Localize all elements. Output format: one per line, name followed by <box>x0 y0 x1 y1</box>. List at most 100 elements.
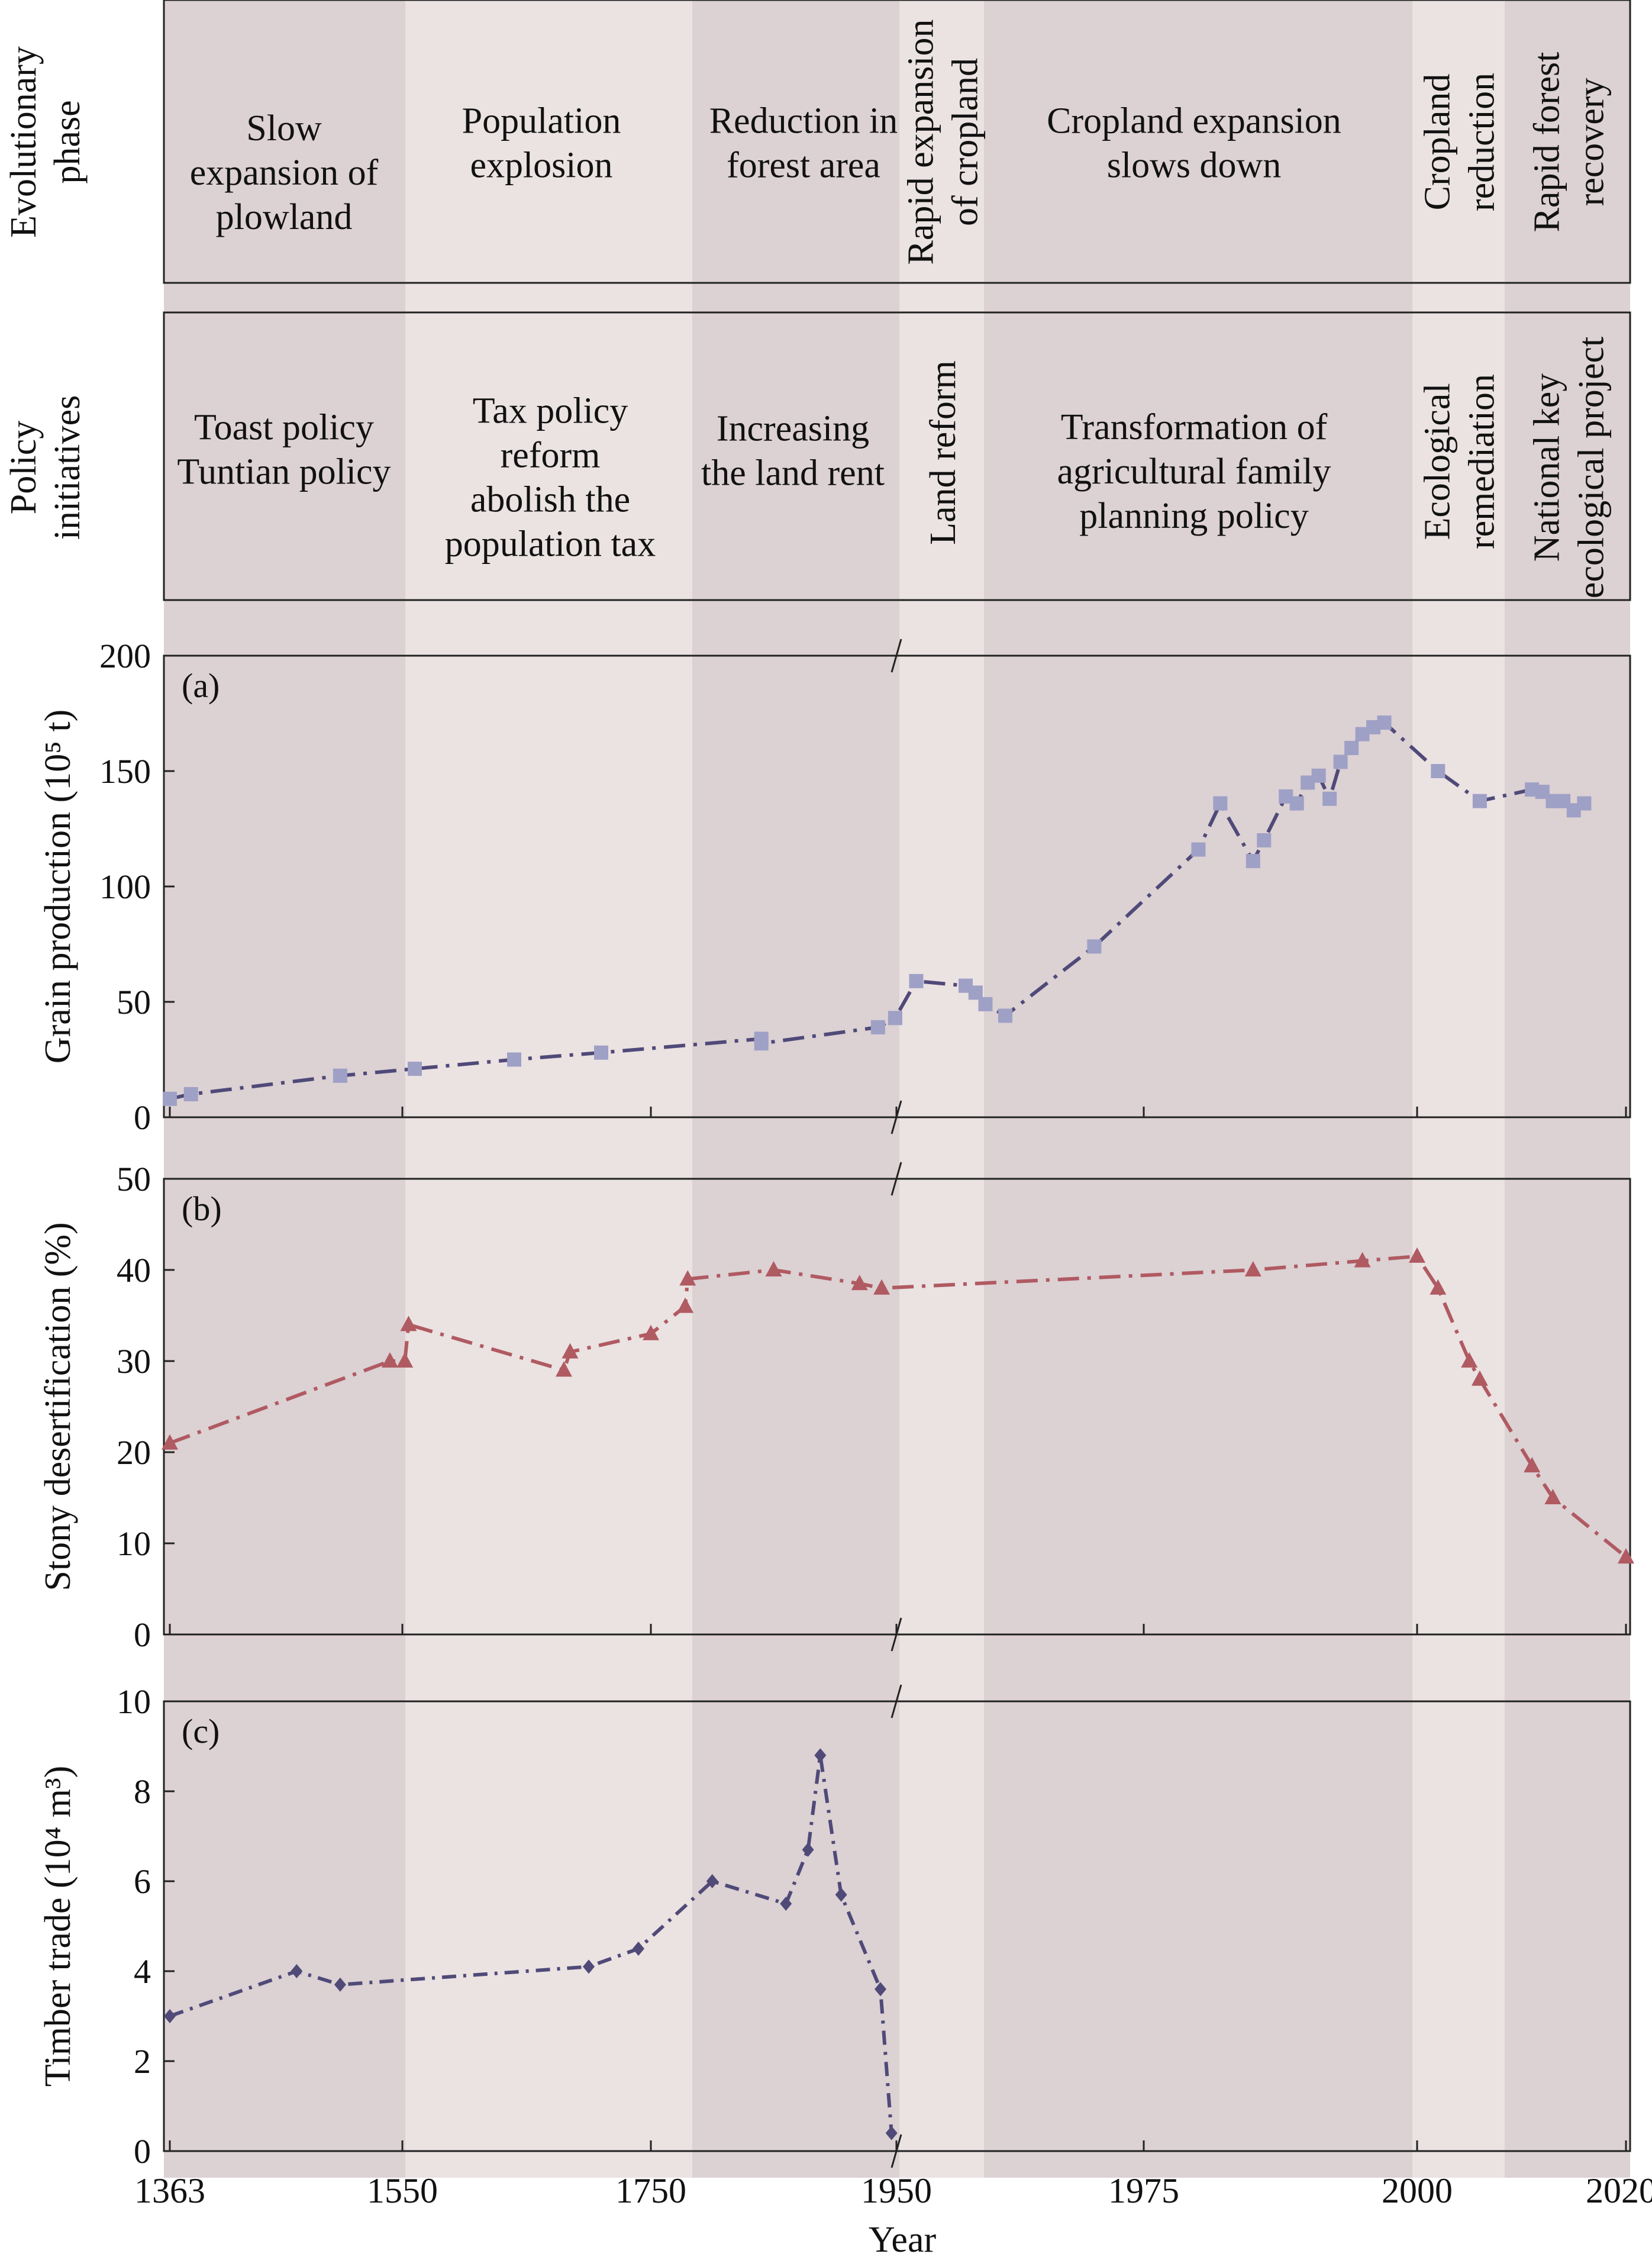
phase-cell-7: Rapid forest recovery <box>1527 52 1612 233</box>
data-point <box>998 1008 1012 1023</box>
x-tick-label: 1975 <box>1108 2171 1179 2210</box>
data-point <box>888 1011 902 1026</box>
y-tick-label: 0 <box>134 1098 151 1137</box>
phase-cell-1-line: Slow <box>246 108 322 149</box>
y-tick-label: 150 <box>99 752 151 791</box>
data-point <box>677 1297 694 1313</box>
axis-break-mark <box>890 1684 902 1718</box>
policy-cell-2-line: population tax <box>445 524 656 565</box>
phase-cell-1-line: plowland <box>216 197 353 237</box>
data-point <box>1087 939 1102 954</box>
data-point <box>1471 1370 1488 1386</box>
data-point <box>851 1275 868 1291</box>
data-point <box>1472 794 1487 808</box>
phase-policy-tables: Slow expansion of plowland Toast policy Tunt… <box>163 0 1631 601</box>
data-point <box>1377 715 1392 730</box>
phase-table-frame <box>163 0 1631 284</box>
policy-cell-1: Toast policy Tuntian policy <box>177 408 391 492</box>
axis-break-mark <box>890 2134 902 2168</box>
chart-panel-3: 0 2 4 6 8 10 (c) Timber trade (10⁴ m³) <box>38 1682 1631 2171</box>
policy-row-label-line: Policy <box>4 421 44 514</box>
panel-label: (b) <box>182 1189 222 1228</box>
data-point <box>1524 1457 1541 1473</box>
axis-break-mark <box>890 1617 902 1652</box>
row-labels: Evolutionaryphase Policyinitiatives <box>4 46 88 540</box>
policy-cell-7-line: ecological project <box>1572 337 1612 598</box>
period-band <box>1412 0 1505 2178</box>
data-point <box>1354 1252 1371 1268</box>
phase-cell-5: Cropland expansion slows down <box>1047 101 1341 186</box>
policy-cell-4: Land reform <box>923 360 963 545</box>
y-tick-label: 10 <box>117 1524 151 1563</box>
period-band <box>899 0 984 2178</box>
data-point <box>1322 791 1337 806</box>
data-point <box>163 1091 177 1106</box>
x-tick-label: 1363 <box>134 2171 205 2210</box>
y-tick-label: 4 <box>134 1952 151 1991</box>
phase-cell-2: Population explosion <box>462 101 621 186</box>
policy-cell-6: Ecological remediation <box>1418 374 1502 549</box>
phase-cell-1: Slow expansion of plowland <box>190 108 379 237</box>
period-band <box>405 0 692 2178</box>
policy-cell-5-line: agricultural family <box>1057 452 1331 492</box>
data-point <box>1577 796 1592 811</box>
x-tick-label: 2000 <box>1382 2171 1453 2210</box>
phase-cell-2-line: explosion <box>470 146 612 186</box>
phase-cell-3-line: forest area <box>727 146 880 186</box>
policy-cell-7-line: National key <box>1527 373 1567 562</box>
data-point <box>909 973 924 988</box>
period-band <box>1505 0 1630 2178</box>
x-axis: 1363 1550 1750 1950 1975 2000 2020 Year <box>134 2171 1652 2257</box>
y-tick-label: 40 <box>117 1251 151 1289</box>
chart-panel-2: 0 10 20 30 40 50 (b) Stony desertification (%) <box>38 1160 1634 1654</box>
policy-cell-2-line: Tax policy <box>473 391 628 431</box>
data-point <box>507 1052 521 1067</box>
policy-cell-6-line: Ecological <box>1418 383 1458 540</box>
y-axis-label: Stony desertification (%) <box>38 1222 78 1591</box>
phase-cell-6-line: reduction <box>1462 73 1502 211</box>
x-tick-label: 1550 <box>367 2171 438 2210</box>
data-point <box>1431 764 1446 778</box>
data-point <box>802 1842 814 1857</box>
policy-row-label-line: initiatives <box>47 395 88 540</box>
policy-cell-4-line: Land reform <box>923 360 963 545</box>
policy-cell-1-line: Tuntian policy <box>177 452 391 492</box>
phase-cell-6-line: Cropland <box>1418 74 1458 211</box>
phase-cell-4: Rapid expansion of cropland <box>901 20 986 265</box>
data-point <box>679 1270 696 1286</box>
axis-break-mark <box>890 1100 902 1134</box>
policy-cell-5-line: planning policy <box>1079 496 1308 536</box>
data-point <box>875 1982 887 1997</box>
data-point <box>1191 842 1206 857</box>
data-point <box>400 1315 417 1331</box>
data-point <box>583 1959 595 1974</box>
data-point <box>780 1897 792 1911</box>
policy-cell-3-line: Increasing <box>717 409 869 449</box>
data-point <box>183 1087 198 1101</box>
phase-cell-4-line: of cropland <box>946 58 986 226</box>
period-band <box>984 0 1412 2178</box>
x-tick-label: 1950 <box>861 2171 932 2210</box>
phase-row-label: Evolutionaryphase <box>4 46 88 238</box>
y-tick-label: 8 <box>134 1772 151 1811</box>
phase-cell-5-line: slows down <box>1107 146 1282 186</box>
data-point <box>562 1343 579 1359</box>
data-point <box>408 1062 422 1076</box>
data-point <box>754 1036 769 1051</box>
data-point <box>381 1352 398 1368</box>
data-point <box>291 1964 303 1978</box>
data-point <box>835 1887 847 1902</box>
axis-break-mark <box>890 639 902 673</box>
data-point <box>1244 1261 1261 1276</box>
x-axis-title: Year <box>869 2220 937 2257</box>
data-point <box>885 2126 898 2140</box>
y-axis-label: Timber trade (10⁴ m³) <box>38 1766 78 2087</box>
policy-cell-1-line: Toast policy <box>194 408 374 448</box>
y-tick-label: 50 <box>117 983 151 1021</box>
data-point <box>1461 1352 1478 1368</box>
phase-cell-4-line: Rapid expansion <box>901 20 941 265</box>
y-tick-label: 0 <box>134 2132 151 2171</box>
y-tick-label: 200 <box>99 637 151 675</box>
data-point <box>1289 796 1304 811</box>
